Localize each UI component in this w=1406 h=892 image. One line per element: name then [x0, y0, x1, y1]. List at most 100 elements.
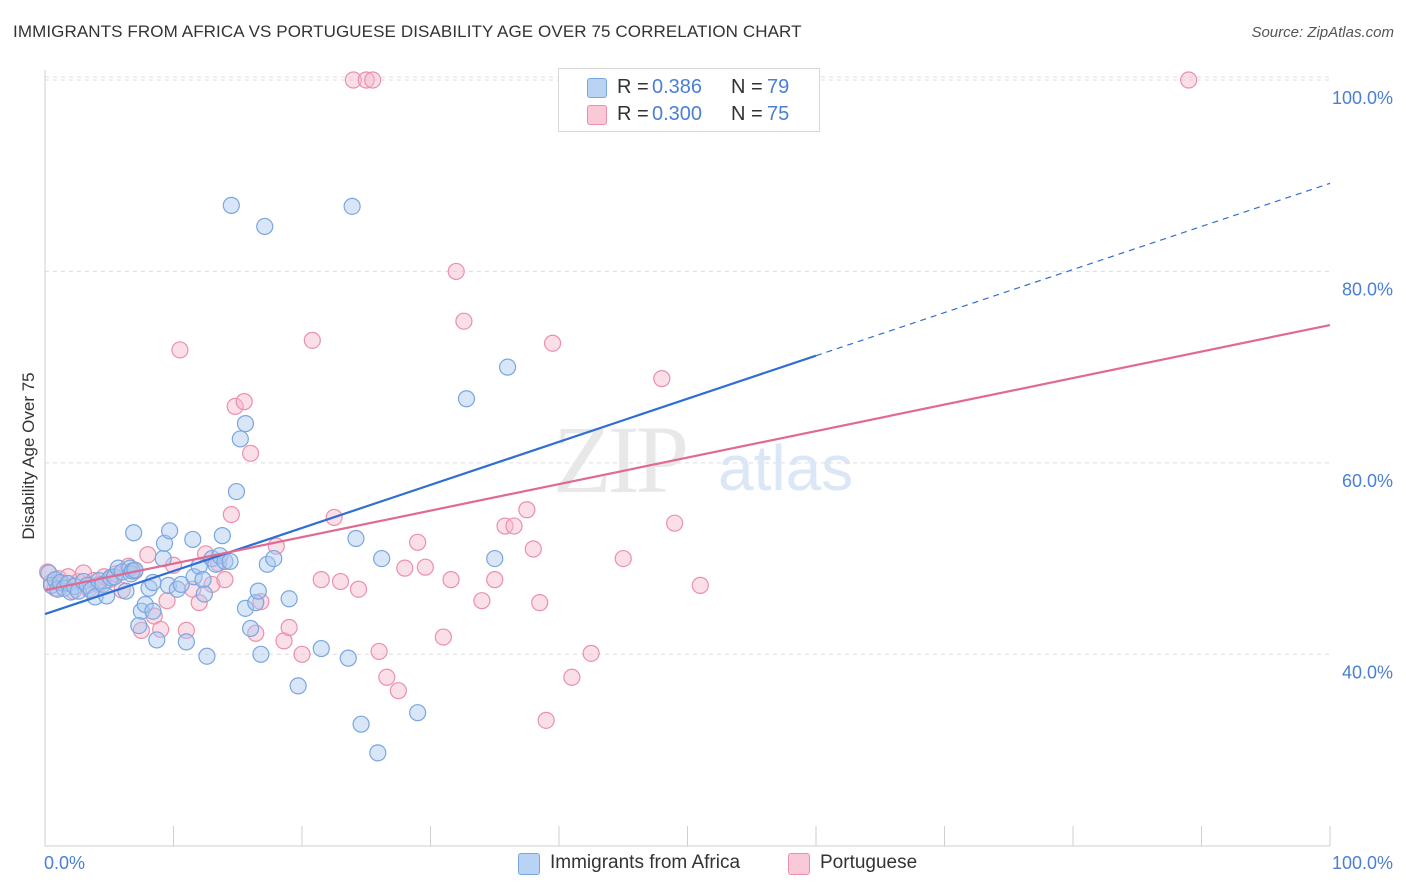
data-point: [347, 529, 365, 548]
data-point: [227, 482, 246, 501]
data-point: [172, 575, 190, 594]
data-point: [236, 415, 255, 433]
data-point: [252, 593, 270, 611]
trendlines: [44, 182, 1331, 616]
data-point: [543, 334, 562, 352]
data-point: [666, 514, 684, 532]
data-point: [293, 645, 311, 663]
data-point: [357, 71, 375, 89]
x-tick-label-max: 100.0%: [1332, 853, 1393, 873]
data-point: [161, 522, 179, 540]
n-value: 75: [767, 103, 790, 125]
data-point: [171, 341, 189, 359]
data-point: [130, 616, 148, 635]
legend-swatch-blue: [587, 78, 607, 98]
y-axis-label: Disability Age Over 75: [19, 372, 38, 539]
data-point: [349, 580, 368, 598]
y-tick-label: 100.0%: [1332, 88, 1393, 108]
data-point: [231, 430, 249, 448]
data-point: [505, 517, 523, 535]
data-point: [144, 602, 162, 620]
legend-swatch-pink: [788, 853, 810, 875]
data-point: [378, 668, 396, 686]
data-point: [442, 571, 460, 589]
r-value: 0.300: [652, 103, 703, 125]
data-point: [537, 711, 555, 729]
data-point: [352, 715, 370, 733]
data-point: [235, 393, 253, 411]
data-point: [369, 744, 387, 762]
y-tick-label: 80.0%: [1342, 279, 1393, 299]
legend-label: Portuguese: [820, 852, 918, 873]
y-tick-label: 40.0%: [1342, 662, 1393, 682]
data-point: [339, 649, 357, 667]
x-tick-label-min: 0.0%: [44, 853, 85, 873]
n-label: N =: [731, 103, 763, 125]
data-point: [249, 582, 267, 600]
data-point: [531, 594, 549, 612]
y-tick-labels: 40.0% 60.0% 80.0% 100.0%: [1332, 88, 1393, 682]
data-point: [496, 517, 514, 535]
data-point: [370, 642, 388, 661]
data-point: [184, 530, 202, 549]
n-label: N =: [731, 76, 763, 98]
data-point: [198, 647, 216, 665]
data-point: [125, 524, 143, 542]
data-point: [1180, 71, 1198, 89]
data-point: [190, 594, 208, 612]
data-point: [289, 677, 307, 695]
watermark: ZIP atlas: [553, 406, 853, 513]
data-point: [242, 619, 260, 638]
data-point: [396, 559, 414, 577]
data-point: [256, 217, 274, 236]
watermark-atlas: atlas: [718, 432, 853, 504]
legend-row-portuguese: R = 0.300 N = 75: [559, 100, 819, 128]
data-point: [222, 505, 240, 524]
data-point: [213, 527, 231, 545]
data-point: [653, 370, 671, 388]
trend-line-extension: [815, 182, 1331, 357]
data-point: [222, 196, 240, 214]
trend-line: [44, 354, 817, 616]
data-point: [409, 533, 427, 551]
data-point: [236, 599, 255, 617]
data-point: [486, 549, 504, 568]
data-point: [434, 628, 452, 646]
chart-title: IMMIGRANTS FROM AFRICA VS PORTUGUESE DIS…: [13, 22, 802, 41]
data-point: [486, 571, 504, 589]
legend-swatch-blue: [518, 853, 540, 875]
data-point: [139, 546, 157, 564]
data-point: [416, 558, 434, 576]
data-point: [691, 576, 709, 594]
r-value: 0.386: [652, 76, 703, 98]
data-point: [343, 197, 361, 215]
source-credit: Source: ZipAtlas.com: [1251, 24, 1394, 41]
x-ticks: [44, 826, 1331, 846]
data-point: [303, 331, 321, 349]
y-tick-label: 60.0%: [1342, 471, 1393, 491]
data-point: [216, 571, 234, 589]
data-point: [132, 621, 150, 639]
data-point: [159, 576, 177, 594]
data-point: [344, 71, 362, 89]
legend-swatch-pink: [587, 105, 607, 125]
data-point: [455, 312, 473, 330]
data-point: [280, 618, 298, 637]
data-point: [331, 572, 350, 591]
data-point: [177, 633, 195, 651]
legend-label: Immigrants from Africa: [550, 852, 741, 873]
data-point: [247, 624, 265, 642]
data-point: [152, 620, 170, 639]
data-point: [518, 501, 536, 519]
data-point: [389, 682, 407, 700]
r-label: R =: [617, 103, 649, 125]
data-point: [582, 644, 600, 662]
correlation-legend: R = 0.386 N = 79 R = 0.300 N = 75: [558, 68, 820, 132]
data-point: [373, 549, 391, 568]
data-point: [242, 444, 260, 462]
r-label: R =: [617, 76, 649, 98]
data-point: [447, 262, 465, 281]
data-point: [312, 639, 330, 658]
data-point: [226, 397, 244, 415]
